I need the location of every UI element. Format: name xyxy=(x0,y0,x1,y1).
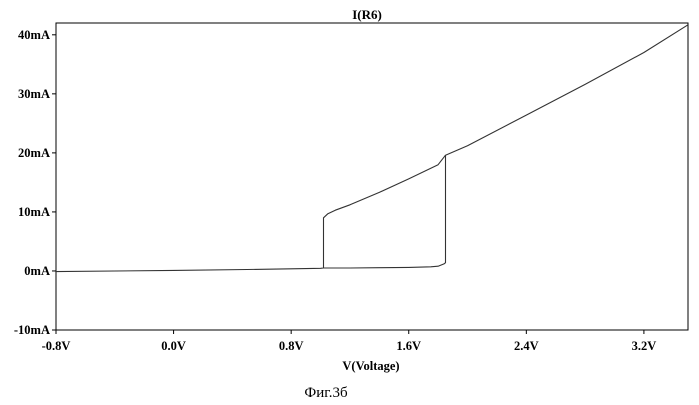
y-tick-label: 0mA xyxy=(24,264,50,278)
x-tick-label: 3.2V xyxy=(632,339,657,353)
figure-caption: Фиг.3б xyxy=(304,385,348,401)
y-tick-label: 20mA xyxy=(18,146,50,160)
y-axis-ticks: -10mA 0mA 10mA 20mA 30mA 40mA xyxy=(14,28,56,337)
x-axis-ticks: -0.8V 0.0V 0.8V 1.6V 2.4V 3.2V xyxy=(42,330,657,353)
x-tick-label: 2.4V xyxy=(514,339,539,353)
plot-frame xyxy=(56,23,688,330)
y-tick-label: 10mA xyxy=(18,205,50,219)
plot-border xyxy=(56,23,688,330)
chart-title: I(R6) xyxy=(352,7,382,22)
y-tick-label: 30mA xyxy=(18,87,50,101)
series-line-2 xyxy=(324,155,446,268)
x-tick-label: -0.8V xyxy=(42,339,71,353)
x-tick-label: 1.6V xyxy=(396,339,421,353)
x-axis-label: V(Voltage) xyxy=(342,359,399,373)
y-tick-label: -10mA xyxy=(14,323,50,337)
series-layer xyxy=(56,25,688,272)
series-line-1 xyxy=(56,25,688,272)
x-tick-label: 0.0V xyxy=(161,339,186,353)
y-tick-label: 40mA xyxy=(18,28,50,42)
x-tick-label: 0.8V xyxy=(279,339,304,353)
